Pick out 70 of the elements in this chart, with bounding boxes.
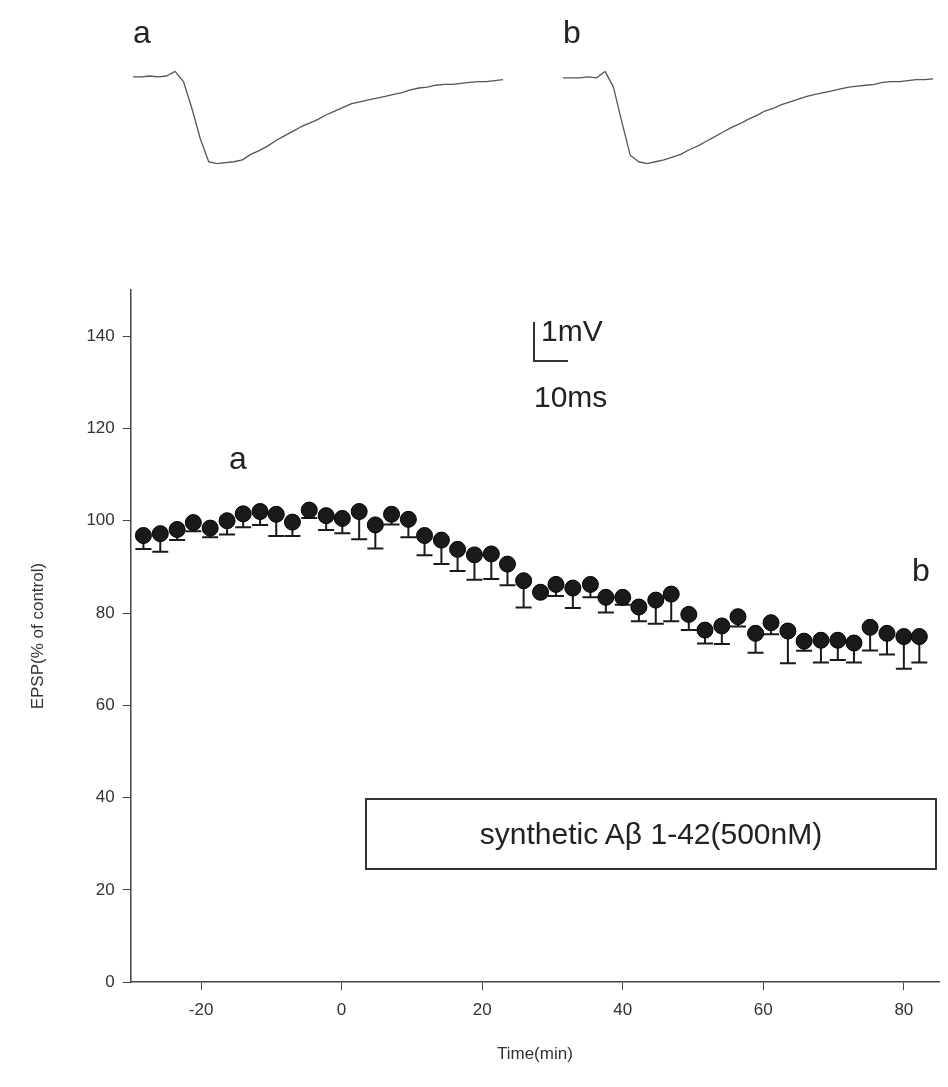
x-tick-label: 60: [753, 1000, 773, 1020]
point: [647, 591, 665, 609]
point: [432, 531, 450, 549]
y-tick-label: 140: [86, 325, 115, 345]
point: [845, 634, 863, 652]
point: [498, 555, 516, 573]
y-tick-label: 0: [105, 971, 115, 991]
x-tick-label: -20: [188, 1000, 214, 1020]
point: [795, 632, 813, 650]
point: [366, 516, 384, 534]
point: [581, 575, 599, 593]
point: [547, 575, 565, 593]
y-tick-label: 40: [95, 787, 115, 807]
point: [482, 545, 500, 563]
y-axis-title: EPSP(% of control): [27, 562, 47, 710]
x-tick-label: 20: [472, 1000, 492, 1020]
point: [168, 521, 186, 538]
point: [383, 505, 401, 523]
point: [449, 540, 467, 558]
point: [350, 503, 368, 520]
annotation: a: [229, 440, 247, 477]
annotation: b: [912, 552, 930, 589]
point: [662, 585, 680, 603]
point: [696, 621, 714, 639]
point: [532, 583, 549, 601]
point: [283, 513, 301, 531]
point: [630, 598, 648, 616]
point: [234, 505, 252, 523]
point: [201, 519, 219, 537]
chart-title: b: [563, 14, 581, 51]
chart-title: a: [133, 14, 151, 51]
point: [399, 510, 417, 528]
point: [300, 501, 318, 519]
x-tick-label: 80: [894, 1000, 914, 1020]
annotation: 10ms: [534, 380, 608, 414]
point: [564, 579, 582, 597]
point: [747, 624, 765, 642]
y-tick-label: 100: [86, 510, 115, 530]
point: [218, 512, 236, 530]
point: [829, 631, 847, 649]
point: [465, 546, 483, 564]
point: [267, 505, 285, 523]
point: [333, 509, 351, 527]
y-tick-label: 20: [95, 879, 115, 899]
x-tick-label: 40: [613, 1000, 633, 1020]
point: [878, 624, 896, 642]
point: [713, 617, 731, 635]
point: [515, 572, 533, 590]
annotation: 1mV: [541, 314, 603, 348]
y-tick-label: 80: [95, 602, 115, 622]
point: [597, 588, 615, 606]
point: [184, 514, 202, 532]
x-axis-title: Time(min): [496, 1044, 573, 1064]
point: [151, 525, 169, 543]
x-tick-label: 0: [336, 1000, 347, 1020]
point: [729, 608, 747, 626]
point: [680, 605, 698, 623]
point: [762, 614, 780, 632]
point: [416, 527, 434, 544]
point: [251, 503, 269, 520]
y-tick-label: 60: [95, 695, 115, 715]
point: [317, 507, 335, 525]
point: [895, 628, 913, 646]
point: [812, 631, 830, 649]
point: [910, 628, 928, 646]
point: [614, 588, 632, 606]
point: [134, 527, 152, 544]
point: [779, 622, 797, 640]
point: [861, 618, 879, 636]
y-tick-label: 120: [86, 418, 115, 438]
